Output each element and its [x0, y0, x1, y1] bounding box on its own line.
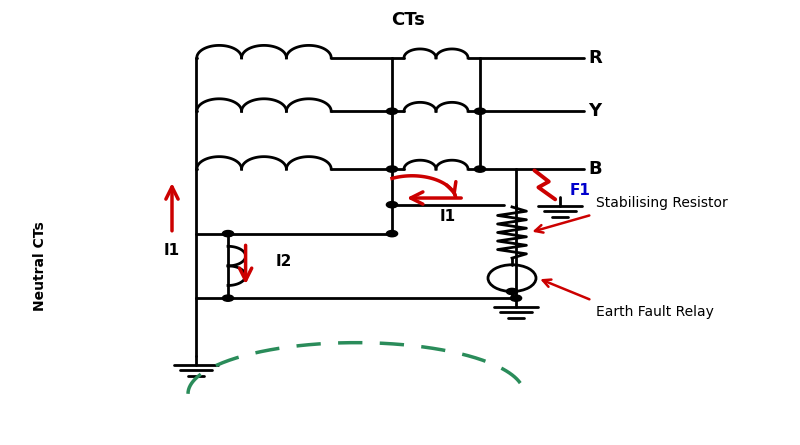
Text: Neutral CTs: Neutral CTs — [33, 221, 47, 311]
Text: Y: Y — [588, 102, 601, 120]
Text: F1: F1 — [570, 183, 590, 198]
Text: R: R — [588, 49, 602, 67]
Circle shape — [386, 108, 398, 114]
Text: Earth Fault Relay: Earth Fault Relay — [596, 305, 714, 319]
Circle shape — [222, 231, 234, 237]
Circle shape — [386, 231, 398, 237]
Text: I1: I1 — [440, 209, 456, 224]
Circle shape — [386, 202, 398, 208]
Circle shape — [506, 288, 518, 295]
Text: I2: I2 — [276, 254, 292, 269]
Circle shape — [474, 108, 486, 114]
Circle shape — [386, 166, 398, 172]
Circle shape — [510, 295, 522, 301]
Text: I1: I1 — [164, 243, 180, 258]
Circle shape — [222, 295, 234, 301]
Text: CTs: CTs — [391, 11, 425, 29]
Text: Stabilising Resistor: Stabilising Resistor — [596, 196, 728, 210]
Circle shape — [474, 166, 486, 172]
Text: B: B — [588, 160, 602, 178]
